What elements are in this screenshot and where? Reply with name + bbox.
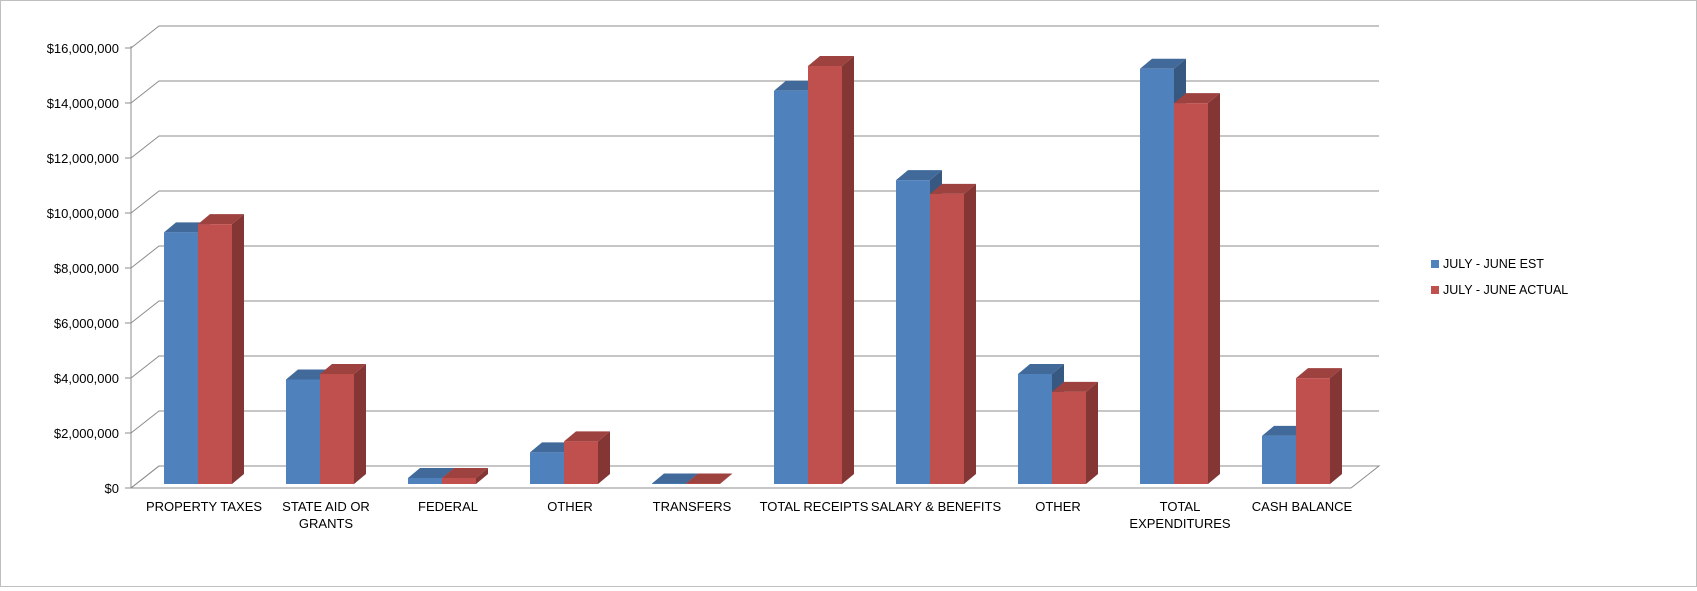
x-tick-label: OTHER (1035, 499, 1081, 514)
bar-front (1174, 103, 1208, 484)
bar-front (1018, 374, 1052, 484)
bar-top (808, 56, 854, 66)
gridline (130, 135, 1379, 159)
bar-top (1174, 93, 1220, 104)
bar (1296, 368, 1342, 484)
x-tick-label: FEDERAL (418, 499, 478, 514)
bar (1018, 364, 1064, 484)
bar-side (842, 56, 854, 484)
y-tick-label: $8,000,000 (54, 261, 119, 276)
legend: JULY - JUNE EST JULY - JUNE ACTUAL (1431, 257, 1568, 297)
bar (442, 467, 488, 484)
bar-top (408, 467, 454, 478)
legend-label: JULY - JUNE EST (1443, 257, 1544, 271)
gridline (130, 80, 1379, 104)
bar-front (164, 232, 198, 484)
bar (198, 214, 244, 484)
bar-front (198, 224, 232, 484)
y-tick-label: $12,000,000 (47, 151, 119, 166)
y-tick-label: $6,000,000 (54, 316, 119, 331)
bar-side (1330, 368, 1342, 484)
bar-top (198, 214, 244, 225)
bar (686, 473, 732, 484)
x-tick-label: GRANTS (299, 516, 354, 531)
y-tick-label: $2,000,000 (54, 426, 119, 441)
bar-side (964, 183, 976, 484)
bar-top (930, 183, 976, 194)
bar-top (1296, 368, 1342, 379)
bar-top (1018, 364, 1064, 374)
x-tick-label: PROPERTY TAXES (146, 499, 262, 514)
bar-side (598, 431, 610, 484)
bar-front (408, 477, 442, 484)
bar-top (320, 364, 366, 374)
bar (808, 56, 854, 484)
bar-front (1140, 68, 1174, 484)
bar (1174, 93, 1220, 484)
gridlines (130, 25, 1379, 489)
bar-top (686, 473, 732, 484)
x-tick-label: TRANSFERS (653, 499, 732, 514)
y-tick-label: $0 (105, 481, 119, 496)
x-tick-label: CASH BALANCE (1252, 499, 1353, 514)
x-axis-ticks: PROPERTY TAXES STATE AID OR GRANTS FEDERAL O… (146, 499, 1353, 531)
bar (564, 431, 610, 484)
legend-label: JULY - JUNE ACTUAL (1443, 283, 1568, 297)
bar-front (774, 90, 808, 484)
bar-front (530, 452, 564, 484)
bar-front (564, 441, 598, 484)
bar-side (720, 473, 732, 484)
legend-swatch (1431, 260, 1439, 268)
y-axis-ticks: $0 $2,000,000 $4,000,000 $6,000,000 $8,000,0… (47, 41, 131, 496)
x-tick-label: SALARY & BENEFITS (871, 499, 1002, 514)
bar-top (442, 467, 488, 478)
bar-front (686, 483, 720, 484)
bar-front (930, 193, 964, 484)
bar-side (354, 364, 366, 484)
bars (164, 56, 1342, 484)
bar-top (896, 170, 942, 181)
x-tick-label: TOTAL RECEIPTS (760, 499, 869, 514)
x-tick-label: STATE AID OR (282, 499, 370, 514)
legend-swatch (1431, 286, 1439, 294)
bar-front (1052, 391, 1086, 484)
bar-front (652, 483, 686, 484)
x-tick-label: EXPENDITURES (1129, 516, 1230, 531)
bar-front (1296, 378, 1330, 484)
bar-side (1086, 381, 1098, 484)
y-tick-label: $10,000,000 (47, 206, 119, 221)
bar-front (442, 477, 476, 484)
bar-top (1140, 58, 1186, 69)
bar (930, 183, 976, 484)
bar (1052, 381, 1098, 484)
bar-front (808, 66, 842, 484)
x-tick-label: OTHER (547, 499, 593, 514)
bar-top (652, 473, 698, 484)
bar-front (896, 180, 930, 484)
y-tick-label: $14,000,000 (47, 96, 119, 111)
bar-side (1208, 93, 1220, 484)
x-tick-label: TOTAL (1160, 499, 1201, 514)
bar-side (232, 214, 244, 484)
y-tick-label: $4,000,000 (54, 371, 119, 386)
bar-top (1052, 381, 1098, 392)
gridline (130, 25, 1379, 49)
bar-front (286, 379, 320, 484)
bar-side (476, 467, 488, 484)
bar-top (564, 431, 610, 442)
bar (320, 364, 366, 484)
bar-front (320, 374, 354, 484)
y-tick-label: $16,000,000 (47, 41, 119, 56)
bar-front (1262, 435, 1296, 484)
